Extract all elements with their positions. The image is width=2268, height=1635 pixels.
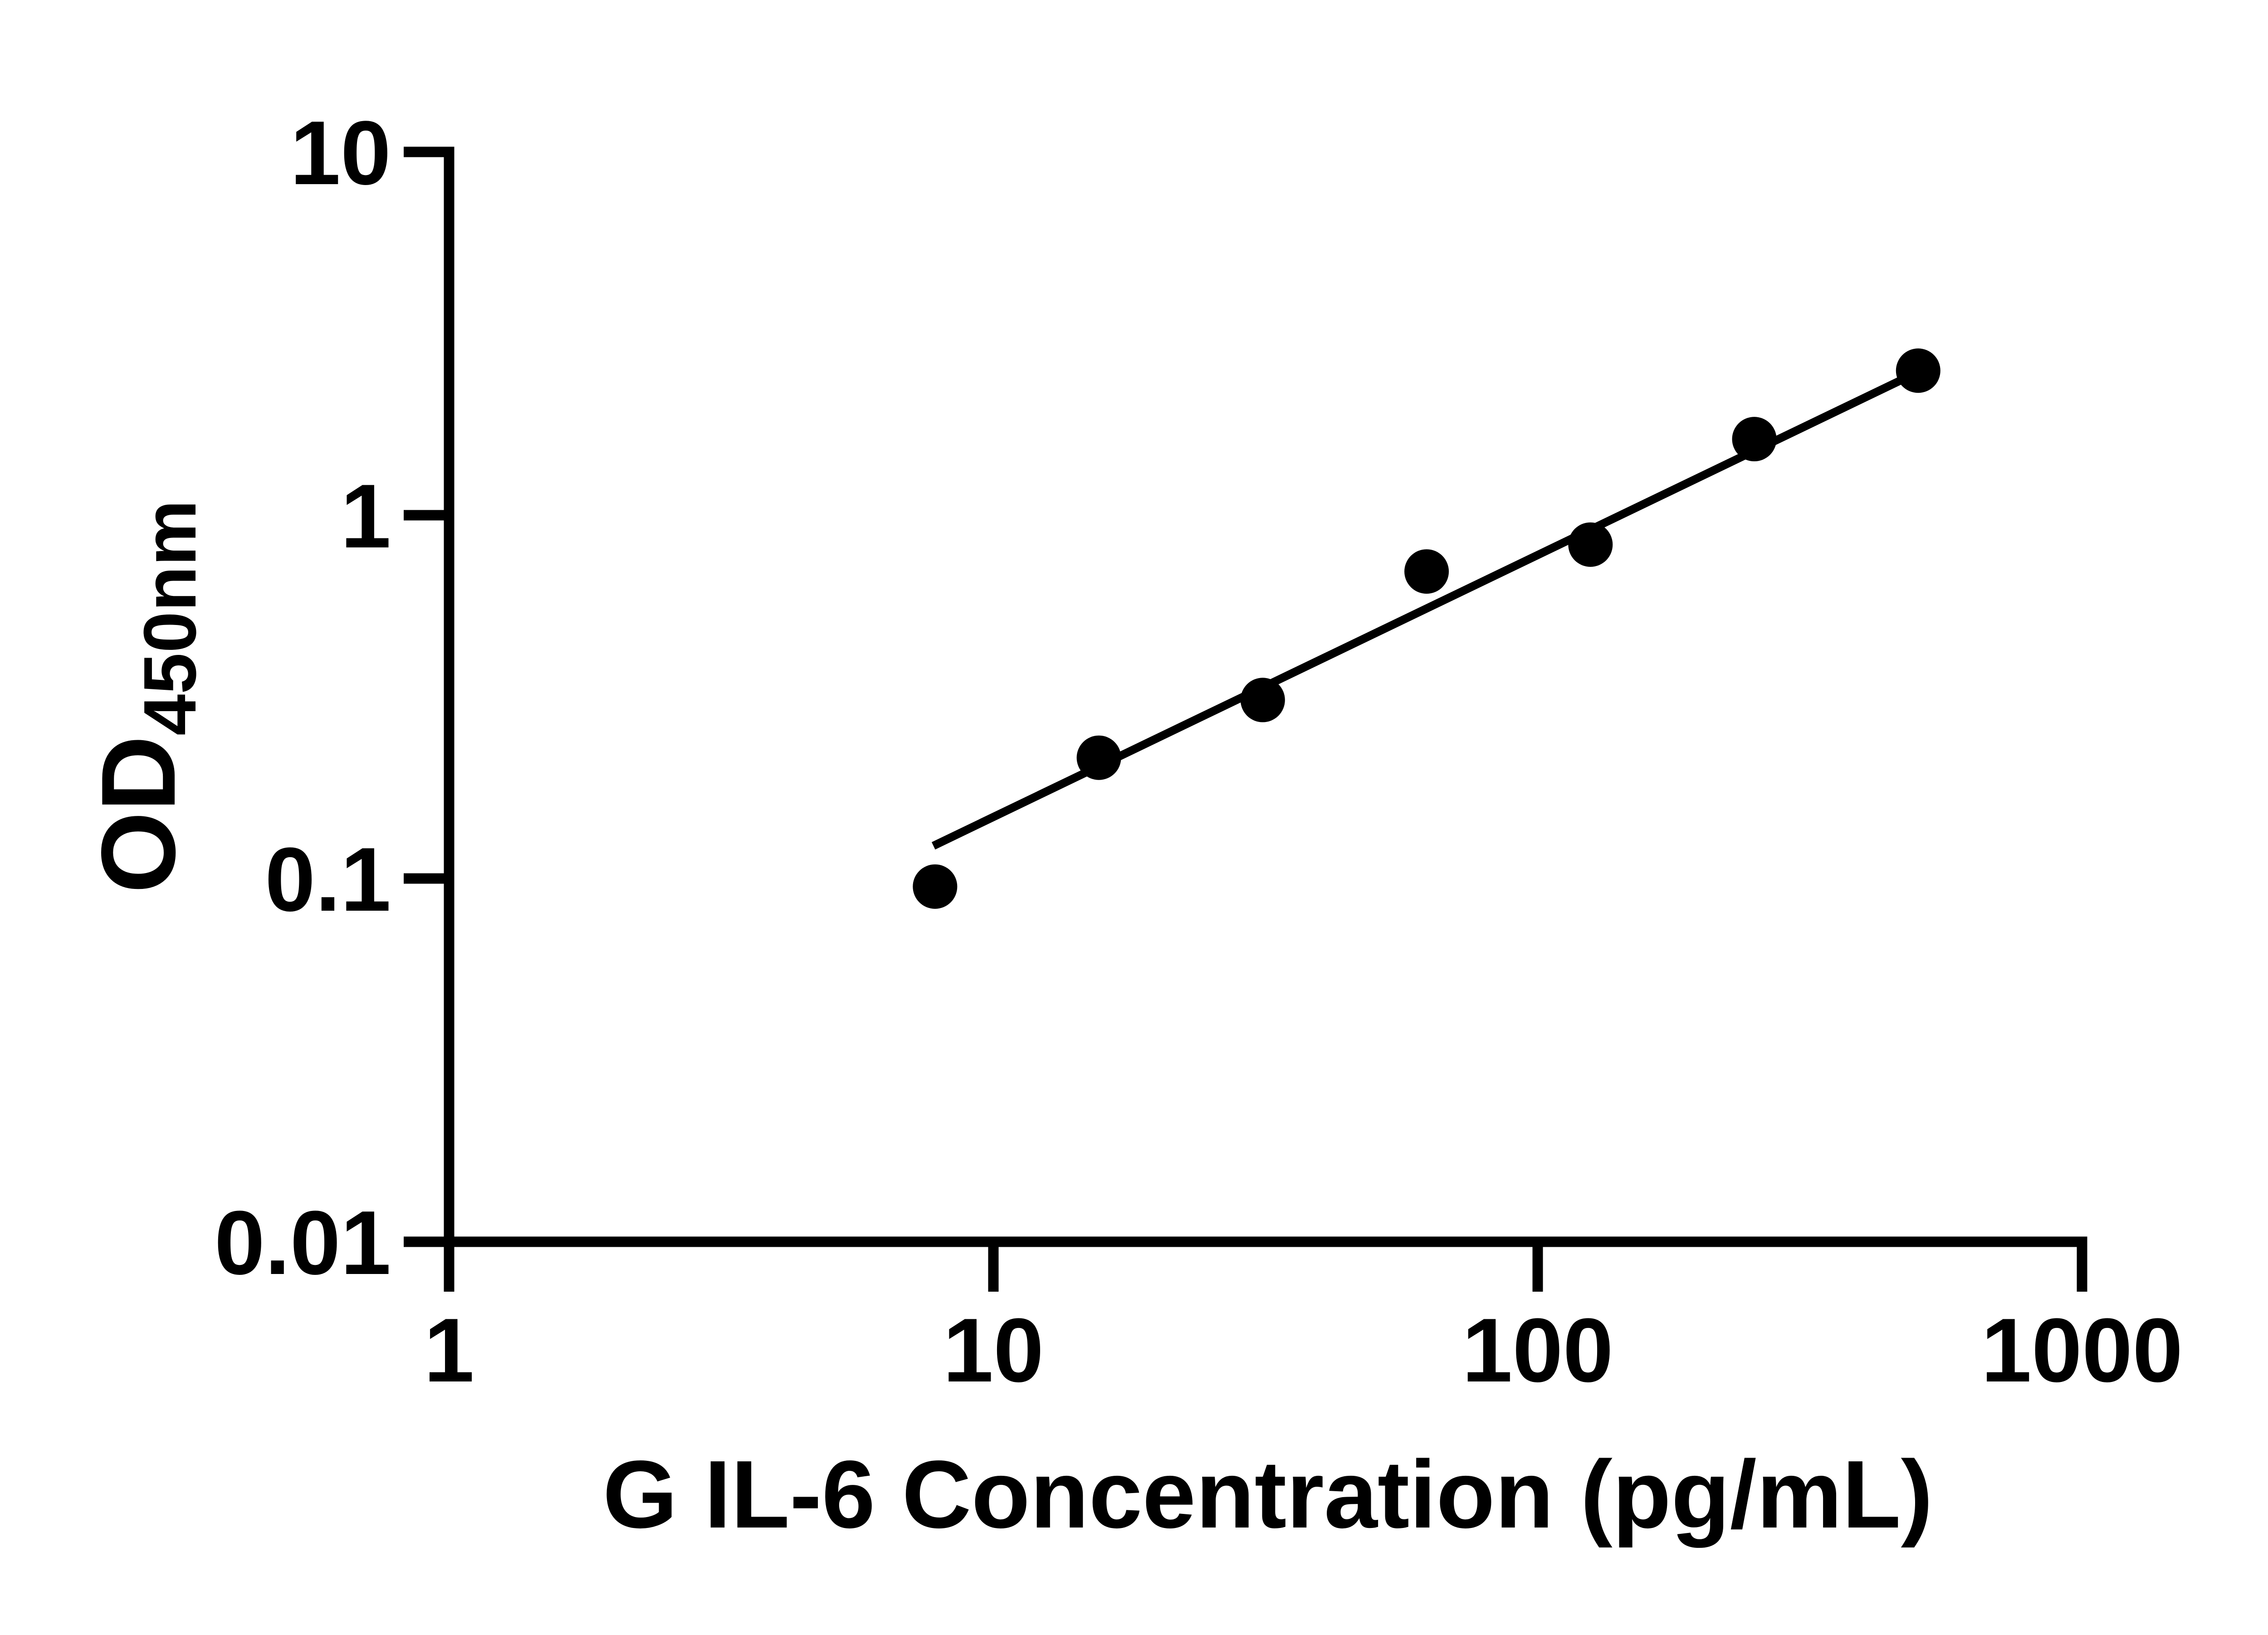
data-point bbox=[1896, 348, 1941, 393]
data-point bbox=[1568, 522, 1613, 567]
y-tick-label: 0.01 bbox=[215, 1192, 391, 1293]
data-point bbox=[1240, 678, 1285, 722]
data-point bbox=[1076, 735, 1121, 780]
x-tick-label: 100 bbox=[1462, 1300, 1613, 1401]
data-point bbox=[1404, 549, 1449, 594]
x-tick-label: 10 bbox=[943, 1300, 1044, 1401]
y-tick-label: 1 bbox=[341, 466, 391, 567]
y-axis-title-subscript: 450nm bbox=[128, 500, 211, 736]
x-tick-label: 1000 bbox=[1981, 1300, 2183, 1401]
y-axis-title-main: OD bbox=[80, 736, 197, 893]
data-layer bbox=[913, 348, 1941, 909]
x-tick-label: 1 bbox=[424, 1300, 474, 1401]
data-point bbox=[913, 864, 958, 909]
y-tick-label: 0.1 bbox=[265, 829, 391, 930]
axes-layer bbox=[404, 146, 2087, 1292]
data-point bbox=[1732, 417, 1777, 462]
y-axis-title: OD450nm bbox=[80, 500, 211, 893]
y-tick-label: 10 bbox=[290, 102, 391, 204]
x-axis-title: G IL-6 Concentration (pg/mL) bbox=[603, 1440, 1933, 1548]
tick-label-layer: 10 1 0.1 0.01 1 10 100 1000 bbox=[215, 102, 2183, 1401]
